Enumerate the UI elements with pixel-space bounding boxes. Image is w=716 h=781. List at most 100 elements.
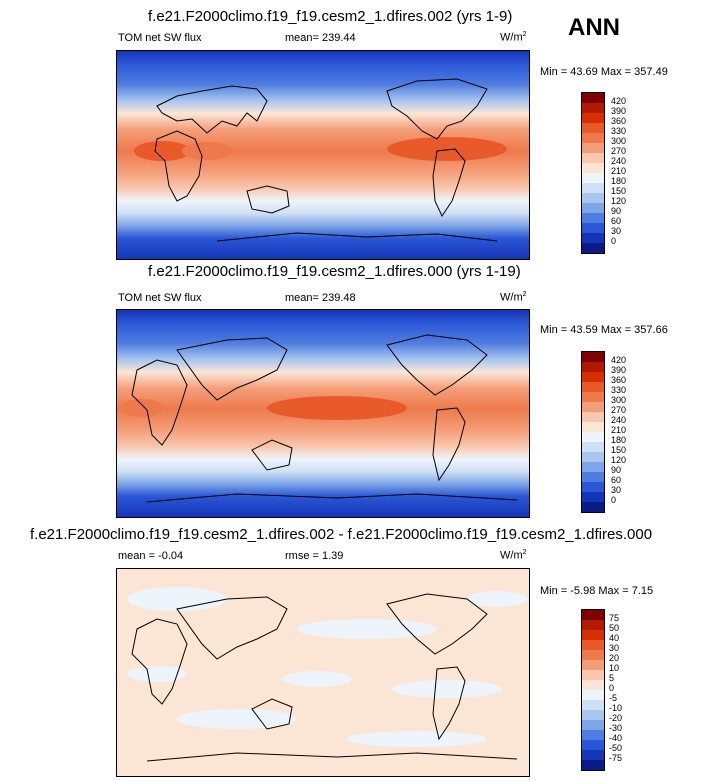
panel-1-units: W/m2 — [500, 31, 527, 44]
panel-2-colorbar-cell — [582, 432, 604, 442]
panel-1-colorbar-cell — [582, 193, 604, 203]
panel-1-colorbar-cell — [582, 93, 604, 103]
panel-3-colorbar-tick: 0 — [609, 683, 615, 693]
panel-1-mean-label: mean= 239.44 — [285, 32, 356, 44]
panel-1-coastlines — [154, 78, 498, 242]
panel-1-variable-label: TOM net SW flux — [118, 32, 202, 44]
panel-3-negative-patches — [127, 587, 527, 747]
panel-3-colorbar-tick: -50 — [609, 743, 623, 753]
panel-2-colorbar-tick: 270 — [611, 405, 627, 415]
panel-1-colorbar-tick: 30 — [611, 226, 622, 236]
panel-3-colorbar-tick: -5 — [609, 693, 618, 703]
panel-1-colorbar-tick: 60 — [611, 216, 622, 226]
panel-2-variable-label: TOM net SW flux — [118, 292, 202, 304]
panel-3-map-svg — [117, 569, 529, 776]
panel-2-map-svg — [117, 310, 529, 517]
panel-3-colorbar-tick: -40 — [609, 733, 623, 743]
panel-2-colorbar-cell — [582, 382, 604, 392]
panel-3-colorbar-cell — [582, 680, 604, 690]
panel-1-colorbar-tick: 330 — [611, 126, 627, 136]
panel-1-colorbar-tick: 240 — [611, 156, 627, 166]
panel-1-colorbar-cell — [582, 133, 604, 143]
panel-1-colorbar-tick: 180 — [611, 176, 627, 186]
panel-2-colorbar-tick: 330 — [611, 385, 627, 395]
panel-3-coastlines — [131, 593, 518, 762]
panel-3-colorbar-cell — [582, 720, 604, 730]
panel-1-colorbar-cell — [582, 233, 604, 243]
panel-1-colorbar-cell — [582, 123, 604, 133]
panel-1-colorbar-cell — [582, 243, 604, 253]
panel-2-colorbar-cell — [582, 352, 604, 362]
panel-2-units-sup: 2 — [522, 291, 527, 298]
panel-3-colorbar-cell — [582, 620, 604, 630]
panel-2-minmax: Min = 43.59 Max = 357.66 — [540, 324, 668, 336]
panel-2-colorbar-cell — [582, 502, 604, 512]
panel-2-coastlines — [131, 334, 518, 503]
panel-2-colorbar — [581, 351, 605, 513]
panel-1-colorbar-cell — [582, 143, 604, 153]
panel-3-colorbar-cell — [582, 730, 604, 740]
panel-3-colorbar-tick: 5 — [609, 673, 615, 683]
panel-1-colorbar-tick: 150 — [611, 186, 627, 196]
panel-2-colorbar-tick: 390 — [611, 365, 627, 375]
panel-2-colorbar-cell — [582, 452, 604, 462]
panel-2-colorbar-tick: 420 — [611, 355, 627, 365]
panel-1-title: f.e21.F2000climo.f19_f19.cesm2_1.dfires.… — [148, 8, 513, 25]
panel-2-colorbar-cell — [582, 442, 604, 452]
panel-2-colorbar-tick: 210 — [611, 425, 627, 435]
panel-3-colorbar-tick: -10 — [609, 703, 623, 713]
panel-2-colorbar-cell — [582, 402, 604, 412]
panel-2-colorbar-tick: 0 — [611, 495, 617, 505]
panel-2-colorbar-cell — [582, 412, 604, 422]
panel-1-colorbar-cell — [582, 153, 604, 163]
panel-1-colorbar-tick: 270 — [611, 146, 627, 156]
panel-3-colorbar-tick: -75 — [609, 753, 623, 763]
panel-1-colorbar-cell — [582, 213, 604, 223]
panel-2-colorbar-cell — [582, 422, 604, 432]
panel-2-colorbar-cell — [582, 372, 604, 382]
panel-1-colorbar-cell — [582, 223, 604, 233]
panel-1-colorbar-cell — [582, 203, 604, 213]
panel-1-colorbar-tick: 210 — [611, 166, 627, 176]
panel-2-units: W/m2 — [500, 291, 527, 304]
panel-2-colorbar-tick: 120 — [611, 455, 627, 465]
panel-1-map-svg — [117, 51, 529, 259]
panel-2-atlantic-max — [120, 399, 164, 417]
panel-3-colorbar-tick: -30 — [609, 723, 623, 733]
panel-2-colorbar-tick: 30 — [611, 485, 622, 495]
panel-2-colorbar-tick: 60 — [611, 475, 622, 485]
panel-3-units: W/m2 — [500, 549, 527, 562]
panel-3-colorbar-cell — [582, 650, 604, 660]
panel-2-colorbar-cell — [582, 462, 604, 472]
panel-3-colorbar — [581, 609, 605, 771]
panel-3-title: f.e21.F2000climo.f19_f19.cesm2_1.dfires.… — [30, 526, 653, 543]
panel-3-colorbar-cell — [582, 740, 604, 750]
panel-2-colorbar-tick: 180 — [611, 435, 627, 445]
panel-3-colorbar-cell — [582, 700, 604, 710]
panel-3-colorbar-cell — [582, 630, 604, 640]
panel-2-colorbar-tick: 240 — [611, 415, 627, 425]
panel-1-colorbar-tick: 120 — [611, 196, 627, 206]
panel-3-colorbar-tick: -20 — [609, 713, 623, 723]
panel-3-colorbar-tick: 20 — [609, 653, 620, 663]
panel-2-units-text: W/m — [500, 291, 523, 304]
panel-3-minmax: Min = -5.98 Max = 7.15 — [540, 585, 654, 597]
panel-3-colorbar-cell — [582, 710, 604, 720]
panel-1-colorbar-tick: 0 — [611, 236, 617, 246]
panel-1-units-text: W/m — [500, 31, 523, 44]
panel-2-colorbar-cell — [582, 492, 604, 502]
panel-1-colorbar-tick: 300 — [611, 136, 627, 146]
panel-3-colorbar-cell — [582, 750, 604, 760]
panel-3-colorbar-cell — [582, 760, 604, 770]
panel-2-colorbar-tick: 150 — [611, 445, 627, 455]
panel-3-colorbar-cell — [582, 660, 604, 670]
panel-3-colorbar-cell — [582, 610, 604, 620]
panel-2-map — [116, 309, 530, 518]
panel-3-colorbar-tick: 75 — [609, 613, 620, 623]
panel-3-map — [116, 568, 530, 777]
panel-3-colorbar-tick: 30 — [609, 643, 620, 653]
panel-2-colorbar-tick: 360 — [611, 375, 627, 385]
panel-3-mean-label: mean = -0.04 — [118, 550, 184, 562]
panel-1-colorbar-cell — [582, 113, 604, 123]
panel-1-indian-max — [182, 142, 232, 160]
